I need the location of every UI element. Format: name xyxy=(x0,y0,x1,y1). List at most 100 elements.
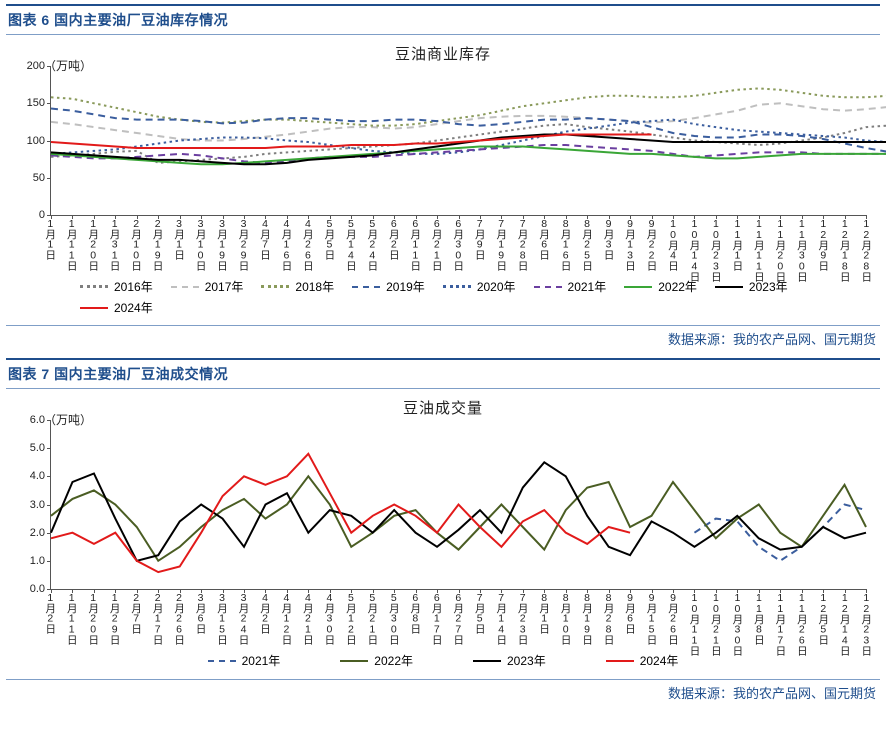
x-tick-label: 4月7日 xyxy=(259,218,270,259)
legend-swatch xyxy=(80,307,108,309)
legend-label: 2016年 xyxy=(114,278,153,295)
chart-7-x-labels: 1月2日1月11日1月20日1月29日2月7日2月17日2月26日3月6日3月1… xyxy=(50,590,866,650)
x-tick-label: 6月30日 xyxy=(453,218,464,270)
x-tick-label: 11月1日 xyxy=(732,218,743,270)
x-tick-label: 8月1日 xyxy=(539,592,550,633)
x-tick-label: 2月10日 xyxy=(131,218,142,270)
legend-swatch xyxy=(624,286,652,288)
x-tick-label: 7月9日 xyxy=(474,218,485,259)
legend-item: 2023年 xyxy=(473,652,546,669)
chart-6-legend: 2016年2017年2018年2019年2020年2021年2022年2023年… xyxy=(80,278,866,316)
x-tick-label: 9月15日 xyxy=(646,592,657,644)
chart-6-title: 豆油商业库存 xyxy=(20,43,866,64)
x-tick-label: 10月21日 xyxy=(710,592,721,655)
series-line xyxy=(51,476,866,561)
legend-label: 2019年 xyxy=(386,278,425,295)
x-tick-label: 1月20日 xyxy=(88,218,99,270)
x-tick-label: 6月17日 xyxy=(431,592,442,644)
figure-6-source: 数据来源：我的农产品网、国元期货 xyxy=(6,325,880,348)
x-tick-label: 8月25日 xyxy=(582,218,593,270)
legend-label: 2024年 xyxy=(640,652,679,669)
x-tick-label: 7月19日 xyxy=(496,218,507,270)
x-tick-label: 2月26日 xyxy=(174,592,185,644)
x-tick-label: 9月6日 xyxy=(625,592,636,633)
legend-item: 2024年 xyxy=(80,299,153,316)
x-tick-label: 10月30日 xyxy=(732,592,743,655)
figure-7: 图表 7 国内主要油厂豆油成交情况 豆油成交量 （万吨） 0.01.02.03.… xyxy=(6,358,880,702)
x-tick-label: 4月2日 xyxy=(259,592,270,633)
x-tick-label: 1月1日 xyxy=(45,218,56,259)
x-tick-label: 10月23日 xyxy=(710,218,721,281)
x-tick-label: 4月26日 xyxy=(302,218,313,270)
legend-label: 2018年 xyxy=(295,278,334,295)
x-tick-label: 11月8日 xyxy=(753,592,764,644)
x-tick-label: 2月19日 xyxy=(152,218,163,270)
x-tick-label: 4月12日 xyxy=(281,592,292,644)
x-tick-label: 2月7日 xyxy=(131,592,142,633)
x-tick-label: 1月31日 xyxy=(109,218,120,270)
series-line xyxy=(51,147,886,165)
x-tick-label: 3月6日 xyxy=(195,592,206,633)
legend-item: 2018年 xyxy=(261,278,334,295)
x-tick-label: 10月14日 xyxy=(689,218,700,281)
x-tick-label: 6月2日 xyxy=(388,218,399,259)
x-tick-label: 5月21日 xyxy=(367,592,378,644)
x-tick-label: 10月4日 xyxy=(667,218,678,270)
x-tick-label: 5月5日 xyxy=(324,218,335,259)
legend-swatch xyxy=(606,660,634,662)
x-tick-label: 11月26日 xyxy=(796,592,807,655)
legend-item: 2017年 xyxy=(171,278,244,295)
figure-7-source: 数据来源：我的农产品网、国元期货 xyxy=(6,679,880,702)
x-tick-label: 8月28日 xyxy=(603,592,614,644)
x-tick-label: 6月8日 xyxy=(410,592,421,633)
x-tick-label: 9月22日 xyxy=(646,218,657,270)
x-tick-label: 11月20日 xyxy=(775,218,786,281)
x-tick-label: 5月14日 xyxy=(345,218,356,270)
x-tick-label: 12月9日 xyxy=(818,218,829,270)
legend-item: 2020年 xyxy=(443,278,516,295)
x-tick-label: 7月28日 xyxy=(517,218,528,270)
x-tick-label: 3月15日 xyxy=(217,592,228,644)
legend-item: 2019年 xyxy=(352,278,425,295)
figure-7-chart: 豆油成交量 （万吨） 0.01.02.03.04.05.06.0 1月2日1月1… xyxy=(6,389,880,679)
x-tick-label: 3月29日 xyxy=(238,218,249,270)
x-tick-label: 3月10日 xyxy=(195,218,206,270)
legend-label: 2021年 xyxy=(242,652,281,669)
x-tick-label: 7月14日 xyxy=(496,592,507,644)
legend-item: 2021年 xyxy=(534,278,607,295)
legend-swatch xyxy=(443,285,471,288)
legend-swatch xyxy=(80,285,108,288)
x-tick-label: 7月5日 xyxy=(474,592,485,633)
x-tick-label: 4月30日 xyxy=(324,592,335,644)
x-tick-label: 5月30日 xyxy=(388,592,399,644)
x-tick-label: 1月11日 xyxy=(66,218,77,270)
x-tick-label: 4月16日 xyxy=(281,218,292,270)
x-tick-label: 11月30日 xyxy=(796,218,807,281)
chart-6-x-labels: 1月1日1月11日1月20日1月31日2月10日2月19日3月1日3月10日3月… xyxy=(50,216,866,276)
figure-6-heading: 图表 6 国内主要油厂豆油库存情况 xyxy=(6,4,880,35)
x-tick-label: 5月12日 xyxy=(345,592,356,644)
legend-item: 2021年 xyxy=(208,652,281,669)
legend-item: 2016年 xyxy=(80,278,153,295)
x-tick-label: 5月24日 xyxy=(367,218,378,270)
x-tick-label: 6月21日 xyxy=(431,218,442,270)
x-tick-label: 11月11日 xyxy=(753,218,764,281)
x-tick-label: 3月1日 xyxy=(174,218,185,259)
x-tick-label: 12月23日 xyxy=(861,592,872,655)
x-tick-label: 8月6日 xyxy=(539,218,550,259)
x-tick-label: 8月10日 xyxy=(560,592,571,644)
legend-swatch xyxy=(340,660,368,662)
x-tick-label: 6月11日 xyxy=(410,218,421,270)
x-tick-label: 3月19日 xyxy=(217,218,228,270)
series-line xyxy=(51,103,886,140)
x-tick-label: 9月13日 xyxy=(625,218,636,270)
legend-item: 2024年 xyxy=(606,652,679,669)
legend-swatch xyxy=(473,660,501,662)
figure-6-chart: 豆油商业库存 （万吨） 050100150200 1月1日1月11日1月20日1… xyxy=(6,35,880,325)
x-tick-label: 12月14日 xyxy=(839,592,850,655)
legend-label: 2024年 xyxy=(114,299,153,316)
x-tick-label: 8月16日 xyxy=(560,218,571,270)
series-line xyxy=(51,454,630,572)
legend-swatch xyxy=(208,660,236,662)
chart-7-title: 豆油成交量 xyxy=(20,397,866,418)
